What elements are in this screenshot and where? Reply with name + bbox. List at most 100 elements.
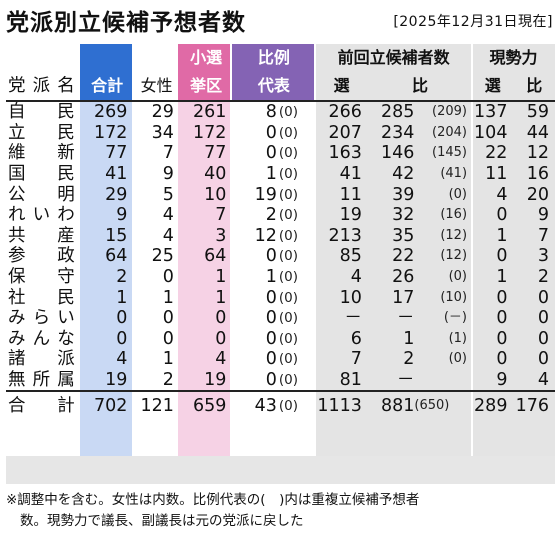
cell-total: 0	[116, 308, 128, 329]
cell-female: 4	[162, 205, 174, 226]
cell-prev-pr: 39	[392, 184, 415, 205]
footnote-line-2: 数。現勢力で議長、副議長は元の党派に戻した	[20, 513, 304, 529]
cell-pr-dup: (0)	[278, 289, 299, 306]
cell-prev-pr-dup: (10)	[440, 289, 468, 305]
cell-total: 19	[105, 370, 128, 391]
cell-prev-smd: 6	[350, 328, 362, 349]
cell-pr-dup: (0)	[278, 372, 299, 389]
cell-pr: 8	[232, 100, 277, 123]
party-name: みらい	[8, 308, 75, 329]
cell-cur-smd: 0	[496, 205, 508, 226]
header-prev-smd: 選	[333, 76, 350, 95]
cell-cur-smd: 22	[485, 143, 508, 164]
cell-pr: 12	[254, 225, 277, 246]
cell-smd: 7	[215, 205, 227, 226]
cell-cur-smd: 0	[496, 287, 508, 308]
cell-female: 34	[151, 122, 174, 143]
cell-female: 7	[162, 143, 174, 164]
cell-total: 172	[93, 122, 128, 143]
cell-female: 25	[151, 246, 174, 267]
party-name: れいわ	[8, 205, 75, 226]
cell-prev-smd: 1113	[315, 390, 368, 421]
table-row: 立民 172 34 172 0 (0) 207 234 (204) 104 44	[6, 123, 555, 144]
candidates-table: 小選 比例 前回立候補者数 現勢力 党派名 合計 女性 挙区 代表 選 比 選 …	[6, 44, 555, 421]
cell-prev-smd: 266	[315, 100, 368, 123]
cell-pr-dup: (0)	[276, 100, 316, 123]
cell-prev-smd: 4	[350, 267, 362, 288]
cell-prev-pr: －	[396, 370, 415, 391]
cell-smd: 1	[215, 267, 227, 288]
header-total: 合計	[91, 76, 124, 95]
cell-prev-smd: 163	[328, 143, 362, 164]
cell-prev-pr: 35	[392, 225, 415, 246]
cell-cur-pr: 59	[513, 100, 555, 123]
cell-smd: 1	[215, 287, 227, 308]
cell-prev-pr-dup	[414, 370, 472, 392]
cell-pr: 19	[254, 184, 277, 205]
cell-pr: 0	[265, 287, 277, 308]
cell-female: 5	[162, 184, 174, 205]
cell-smd: 3	[215, 225, 227, 246]
cell-cur-smd: 137	[472, 100, 514, 123]
footnote: ※調整中を含む。女性は内数。比例代表の( )内は重複立候補予想者 数。現勢力で議…	[6, 490, 554, 532]
cell-female: 0	[162, 328, 174, 349]
cell-female: 1	[162, 287, 174, 308]
table-row: 諸派 4 1 4 0 (0) 7 2 (0) 0 0	[6, 349, 555, 370]
cell-cur-smd: 0	[496, 328, 508, 349]
cell-pr: 1	[265, 267, 277, 288]
cell-cur-pr: 4	[537, 370, 549, 391]
cell-prev-pr: 146	[380, 143, 415, 164]
cell-total: 77	[105, 143, 128, 164]
header-pr-line1: 比例	[257, 48, 290, 67]
cell-total: 1	[116, 287, 128, 308]
cell-pr-dup: (0)	[276, 390, 316, 421]
cell-prev-smd: 19	[339, 205, 362, 226]
cell-prev-pr-dup: (145)	[432, 145, 468, 161]
cell-smd: 0	[215, 328, 227, 349]
cell-prev-smd: 10	[339, 287, 362, 308]
header-pr-line2: 代表	[257, 76, 290, 95]
party-name: 公明	[8, 184, 75, 205]
cell-pr-dup: (0)	[278, 248, 299, 265]
cell-pr: 0	[265, 122, 277, 143]
cell-prev-smd: 41	[339, 164, 362, 185]
cell-prev-pr: 1	[403, 328, 415, 349]
cell-prev-pr-dup: (16)	[440, 207, 468, 223]
cell-prev-pr: 42	[392, 164, 415, 185]
cell-female: 4	[162, 225, 174, 246]
header-smd-line1: 小選	[190, 48, 223, 67]
cell-cur-smd: 0	[496, 246, 508, 267]
header-prev: 前回立候補者数	[337, 48, 450, 67]
cell-prev-smd: 85	[339, 246, 362, 267]
cell-total: 29	[105, 184, 128, 205]
party-name: 共産	[8, 225, 75, 246]
party-name: 自民	[6, 100, 81, 123]
table-row: 保守 2 0 1 1 (0) 4 26 (0) 1 2	[6, 267, 555, 288]
as-of-date: [2025年12月31日現在]	[393, 14, 553, 30]
cell-prev-pr-dup: (41)	[440, 166, 468, 182]
party-name: 参政	[8, 246, 75, 267]
cell-pr-dup: (0)	[278, 269, 299, 286]
cell-prev-pr-dup: (1)	[448, 330, 468, 346]
table-row: みんな 0 0 0 0 (0) 6 1 (1) 0 0	[6, 329, 555, 350]
cell-cur-smd: 9	[496, 370, 508, 391]
cell-pr: 0	[265, 349, 277, 370]
cell-prev-pr: 26	[392, 267, 415, 288]
party-name: 維新	[8, 143, 75, 164]
cell-pr: 0	[265, 308, 277, 329]
cell-total: 4	[116, 349, 128, 370]
table-row: れいわ 9 4 7 2 (0) 19 32 (16) 0 9	[6, 205, 555, 226]
cell-prev-smd: 11	[339, 184, 362, 205]
table-row: 自民 269 29 261 8 (0) 266 285 (209) 137 59	[6, 100, 555, 123]
cell-female: 2	[162, 370, 174, 391]
cell-female: 0	[162, 267, 174, 288]
total-header-band	[80, 44, 132, 100]
party-name: 保守	[8, 267, 75, 288]
cell-female: 9	[162, 164, 174, 185]
cell-cur-pr: 0	[537, 349, 549, 370]
cell-cur-pr: 0	[537, 328, 549, 349]
smd-header-band	[178, 44, 230, 100]
cell-prev-pr-dup: (0)	[448, 351, 468, 367]
cell-pr: 0	[265, 370, 277, 391]
cell-cur-smd: 104	[474, 122, 508, 143]
